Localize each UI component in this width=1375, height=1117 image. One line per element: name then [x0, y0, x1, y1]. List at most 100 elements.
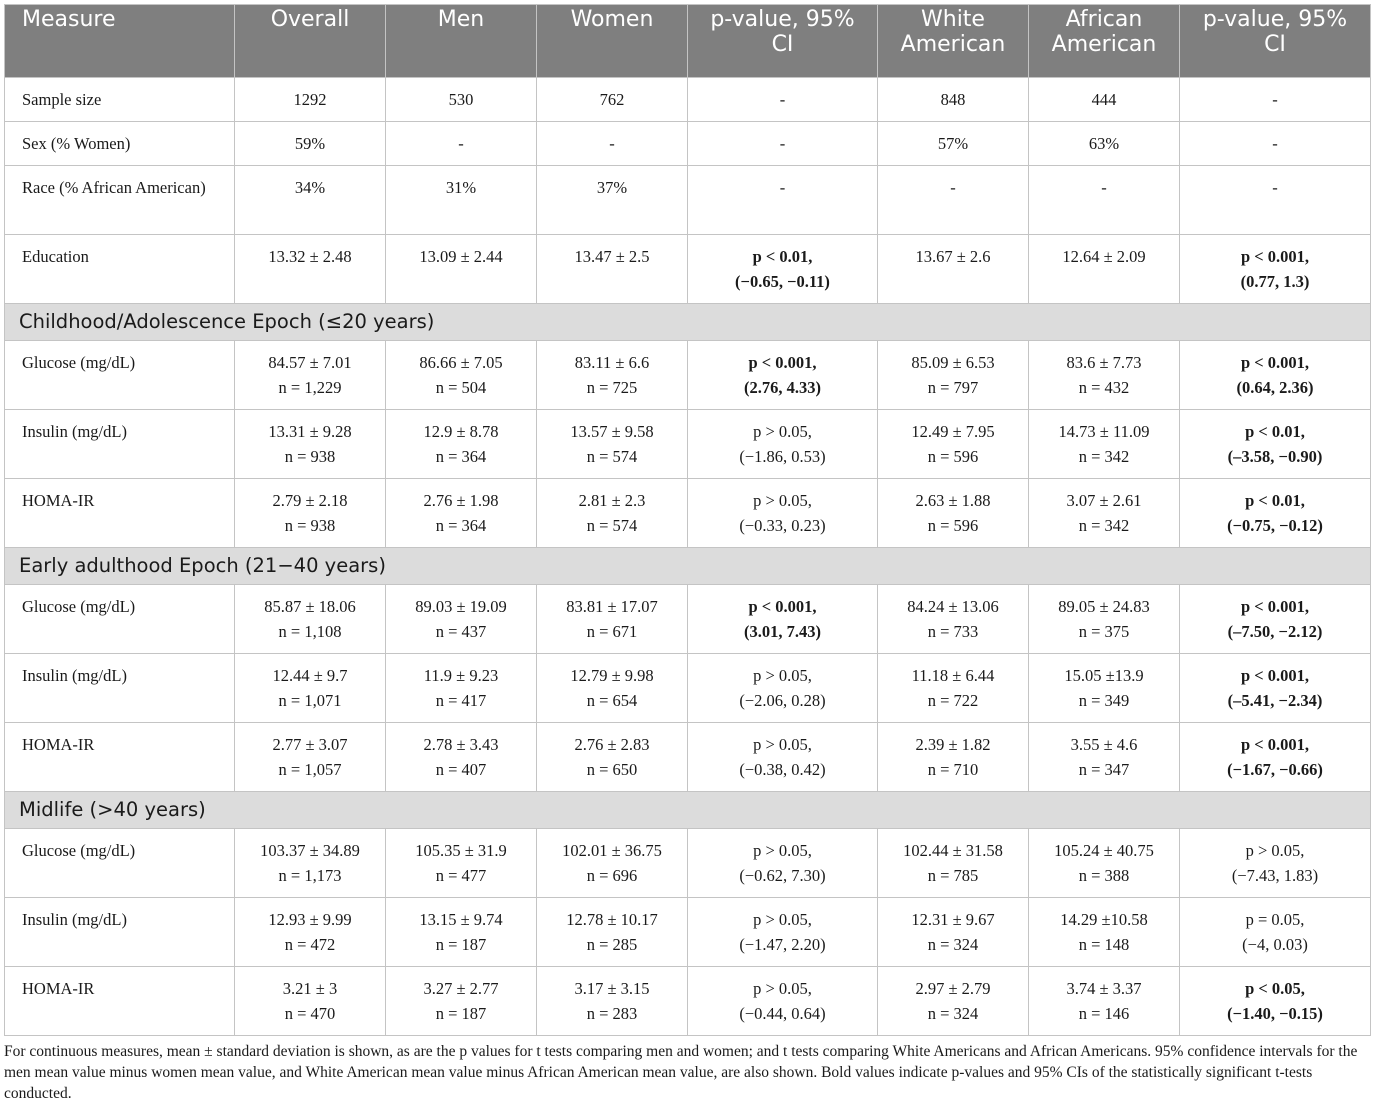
table-footnote: For continuous measures, mean ± standard… — [4, 1043, 1358, 1102]
table-row: Insulin (mg/dL) 13.31 ± 9.28 n = 938 12.9 ±… — [4, 409, 1371, 479]
cell-overall: 59% — [234, 121, 386, 166]
cell-overall-line1: 13.31 ± 9.28 — [268, 422, 352, 441]
cell-african-american-line1: 3.55 ± 4.6 — [1070, 735, 1138, 754]
cell-men: 89.03 ± 19.09 n = 437 — [385, 584, 537, 654]
row-label: Glucose (mg/dL) — [4, 828, 235, 898]
cell-p-race: p > 0.05, (−7.43, 1.83) — [1179, 828, 1371, 898]
cell-overall: 2.77 ± 3.07 n = 1,057 — [234, 722, 386, 792]
cell-white-american: 102.44 ± 31.58 n = 785 — [877, 828, 1029, 898]
cell-women: 37% — [536, 165, 688, 235]
table-row: Insulin (mg/dL) 12.44 ± 9.7 n = 1,071 11.9 … — [4, 653, 1371, 723]
header-p-race-line1: p-value, 95% — [1202, 7, 1348, 32]
cell-women: 2.76 ± 2.83 n = 650 — [536, 722, 688, 792]
cell-white-american-line1: 12.31 ± 9.67 — [911, 910, 995, 929]
cell-african-american: 14.73 ± 11.09 n = 342 — [1028, 409, 1180, 479]
cell-p-sex: p > 0.05, (−0.38, 0.42) — [687, 722, 878, 792]
cell-overall-line1: 85.87 ± 18.06 — [264, 597, 356, 616]
cell-p-race: - — [1179, 165, 1371, 235]
cell-women-line2: n = 650 — [586, 760, 638, 779]
cell-p-sex-line2: (−1.86, 0.53) — [739, 447, 826, 466]
cell-p-sex: p > 0.05, (−1.47, 2.20) — [687, 897, 878, 967]
cell-p-race-line2: (0.64, 2.36) — [1236, 378, 1314, 397]
header-african-line1: African — [1065, 7, 1143, 32]
cell-women: 12.79 ± 9.98 n = 654 — [536, 653, 688, 723]
cell-women-line1: 2.81 ± 2.3 — [578, 491, 646, 510]
cell-white-american: 85.09 ± 6.53 n = 797 — [877, 340, 1029, 410]
table-row: Education 13.32 ± 2.48 13.09 ± 2.44 13.47 ±… — [4, 234, 1371, 304]
cell-women: 83.81 ± 17.07 n = 671 — [536, 584, 688, 654]
cell-african-american-line1: 14.29 ±10.58 — [1060, 910, 1148, 929]
header-measure: Measure — [4, 4, 235, 78]
cell-white-american: - — [877, 165, 1029, 235]
cell-african-american: 3.07 ± 2.61 n = 342 — [1028, 478, 1180, 548]
cell-women-line2: n = 574 — [586, 516, 638, 535]
cell-overall: 84.57 ± 7.01 n = 1,229 — [234, 340, 386, 410]
cell-men: 2.76 ± 1.98 n = 364 — [385, 478, 537, 548]
cell-women-line2: n = 574 — [586, 447, 638, 466]
cell-men-line2: n = 407 — [435, 760, 487, 779]
cell-p-race-line1: p < 0.001, — [1240, 353, 1310, 372]
header-p-sex: p-value, 95% CI — [687, 4, 878, 78]
header-men: Men — [385, 4, 537, 78]
header-p-race: p-value, 95% CI — [1179, 4, 1371, 78]
header-row: Measure Overall Men Women p-value, 95% C… — [4, 4, 1371, 78]
cell-african-american-line1: 105.24 ± 40.75 — [1054, 841, 1154, 860]
cell-african-american: 89.05 ± 24.83 n = 375 — [1028, 584, 1180, 654]
cell-p-race-line2: (−4, 0.03) — [1242, 935, 1308, 954]
cell-white-american: 13.67 ± 2.6 — [877, 234, 1029, 304]
cell-overall: 85.87 ± 18.06 n = 1,108 — [234, 584, 386, 654]
row-label: HOMA-IR — [4, 722, 235, 792]
cell-p-sex: p < 0.01, (−0.65, −0.11) — [687, 234, 878, 304]
cell-overall-line1: 3.21 ± 3 — [282, 979, 338, 998]
cell-women-line2: n = 654 — [586, 691, 638, 710]
cell-women-line2: n = 283 — [586, 1004, 638, 1023]
table-container: Measure Overall Men Women p-value, 95% C… — [4, 4, 1371, 1036]
cell-african-american-line1: 89.05 ± 24.83 — [1058, 597, 1150, 616]
cell-african-american-line1: 15.05 ±13.9 — [1064, 666, 1144, 685]
cell-women-line1: 3.17 ± 3.15 — [574, 979, 650, 998]
cell-white-american: 2.39 ± 1.82 n = 710 — [877, 722, 1029, 792]
row-label: Sex (% Women) — [4, 121, 235, 166]
cell-p-sex-line1: p > 0.05, — [753, 841, 812, 860]
cell-white-american-line2: n = 710 — [927, 760, 979, 779]
cell-men-line1: 2.78 ± 3.43 — [423, 735, 499, 754]
cell-overall-line1: 2.79 ± 2.18 — [272, 491, 348, 510]
cell-white-american-line2: n = 733 — [927, 622, 979, 641]
cell-women-line1: 2.76 ± 2.83 — [574, 735, 650, 754]
cell-overall: 34% — [234, 165, 386, 235]
cell-p-sex: - — [687, 77, 878, 122]
row-label: Insulin (mg/dL) — [4, 653, 235, 723]
cell-african-american-line2: n = 388 — [1078, 866, 1130, 885]
cell-men-line2: n = 364 — [435, 516, 487, 535]
cell-men: 13.15 ± 9.74 n = 187 — [385, 897, 537, 967]
cell-p-race-line2: (−0.75, −0.12) — [1227, 516, 1323, 535]
cell-p-sex-line1: p > 0.05, — [753, 910, 812, 929]
cell-african-american-line1: 3.74 ± 3.37 — [1066, 979, 1142, 998]
cell-p-sex-line2: (2.76, 4.33) — [744, 378, 821, 397]
cell-men: 31% — [385, 165, 537, 235]
cell-men-line2: n = 437 — [435, 622, 487, 641]
cell-overall-line1: 103.37 ± 34.89 — [260, 841, 360, 860]
cell-men: - — [385, 121, 537, 166]
cell-women-line1: 12.79 ± 9.98 — [570, 666, 654, 685]
cell-women: 102.01 ± 36.75 n = 696 — [536, 828, 688, 898]
cell-p-sex-line2: (−1.47, 2.20) — [739, 935, 826, 954]
cell-p-sex-line2: (3.01, 7.43) — [744, 622, 821, 641]
cell-overall: 103.37 ± 34.89 n = 1,173 — [234, 828, 386, 898]
cell-white-american-line1: 11.18 ± 6.44 — [911, 666, 995, 685]
cell-p-race-line2: (−7.43, 1.83) — [1231, 866, 1319, 885]
header-white-line1: White — [921, 7, 985, 32]
cell-overall-line2: n = 472 — [284, 935, 336, 954]
cell-p-sex: p > 0.05, (−0.62, 7.30) — [687, 828, 878, 898]
cell-p-sex-line1: p > 0.05, — [753, 422, 812, 441]
section-title: Childhood/Adolescence Epoch (≤20 years) — [4, 303, 1371, 341]
header-white-line2: American — [900, 32, 1006, 57]
cell-p-sex-line2: (−0.38, 0.42) — [739, 760, 826, 779]
cell-african-american: 3.55 ± 4.6 n = 347 — [1028, 722, 1180, 792]
cell-women: 2.81 ± 2.3 n = 574 — [536, 478, 688, 548]
cell-overall: 13.32 ± 2.48 — [234, 234, 386, 304]
cell-p-sex: - — [687, 165, 878, 235]
cell-men-line1: 105.35 ± 31.9 — [415, 841, 507, 860]
cell-men-line2: n = 504 — [435, 378, 487, 397]
cell-p-race: p < 0.001, (–7.50, −2.12) — [1179, 584, 1371, 654]
